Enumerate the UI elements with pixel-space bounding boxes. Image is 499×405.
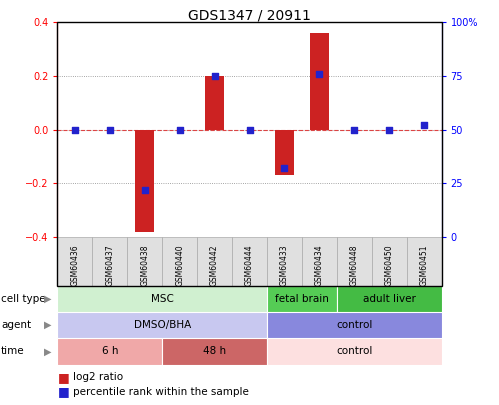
Text: GDS1347 / 20911: GDS1347 / 20911 — [188, 8, 311, 22]
Text: GSM60433: GSM60433 — [280, 244, 289, 286]
Bar — [92, 237, 127, 286]
Bar — [337, 286, 442, 312]
Text: ▶: ▶ — [44, 320, 51, 330]
Text: ■: ■ — [57, 371, 69, 384]
Bar — [267, 312, 442, 338]
Bar — [57, 338, 162, 365]
Text: GSM60442: GSM60442 — [210, 244, 219, 286]
Text: GSM60451: GSM60451 — [420, 244, 429, 286]
Bar — [267, 338, 442, 365]
Bar — [337, 237, 372, 286]
Bar — [302, 237, 337, 286]
Text: GSM60448: GSM60448 — [350, 244, 359, 286]
Text: GSM60434: GSM60434 — [315, 244, 324, 286]
Bar — [267, 237, 302, 286]
Bar — [57, 312, 267, 338]
Bar — [57, 286, 267, 312]
Text: adult liver: adult liver — [363, 294, 416, 304]
Bar — [135, 130, 154, 232]
Text: cell type: cell type — [1, 294, 45, 304]
Text: GSM60450: GSM60450 — [385, 244, 394, 286]
Bar — [205, 76, 224, 130]
Bar — [407, 237, 442, 286]
Bar — [162, 237, 197, 286]
Text: control: control — [336, 320, 372, 330]
Text: GSM60437: GSM60437 — [105, 244, 114, 286]
Bar — [127, 237, 162, 286]
Bar — [232, 237, 267, 286]
Point — [315, 70, 323, 77]
Point — [211, 73, 219, 79]
Text: DMSO/BHA: DMSO/BHA — [134, 320, 191, 330]
Bar — [57, 237, 92, 286]
Point — [350, 126, 358, 133]
Point — [71, 126, 79, 133]
Bar — [372, 237, 407, 286]
Text: ▶: ▶ — [44, 346, 51, 356]
Text: percentile rank within the sample: percentile rank within the sample — [73, 387, 249, 397]
Text: ■: ■ — [57, 385, 69, 399]
Point — [176, 126, 184, 133]
Point — [141, 186, 149, 193]
Point — [106, 126, 114, 133]
Text: GSM60436: GSM60436 — [70, 244, 79, 286]
Bar — [267, 286, 337, 312]
Text: log2 ratio: log2 ratio — [73, 372, 123, 382]
Point — [246, 126, 253, 133]
Point — [420, 122, 428, 128]
Text: agent: agent — [1, 320, 31, 330]
Text: control: control — [336, 346, 372, 356]
Point — [280, 165, 288, 171]
Text: GSM60440: GSM60440 — [175, 244, 184, 286]
Bar — [197, 237, 232, 286]
Point — [385, 126, 393, 133]
Bar — [310, 33, 329, 130]
Text: ▶: ▶ — [44, 294, 51, 304]
Text: GSM60444: GSM60444 — [245, 244, 254, 286]
Text: time: time — [1, 346, 24, 356]
Text: fetal brain: fetal brain — [275, 294, 329, 304]
Text: GSM60438: GSM60438 — [140, 244, 149, 286]
Text: MSC: MSC — [151, 294, 174, 304]
Bar — [275, 130, 294, 175]
Bar — [162, 338, 267, 365]
Text: 48 h: 48 h — [203, 346, 226, 356]
Text: 6 h: 6 h — [101, 346, 118, 356]
